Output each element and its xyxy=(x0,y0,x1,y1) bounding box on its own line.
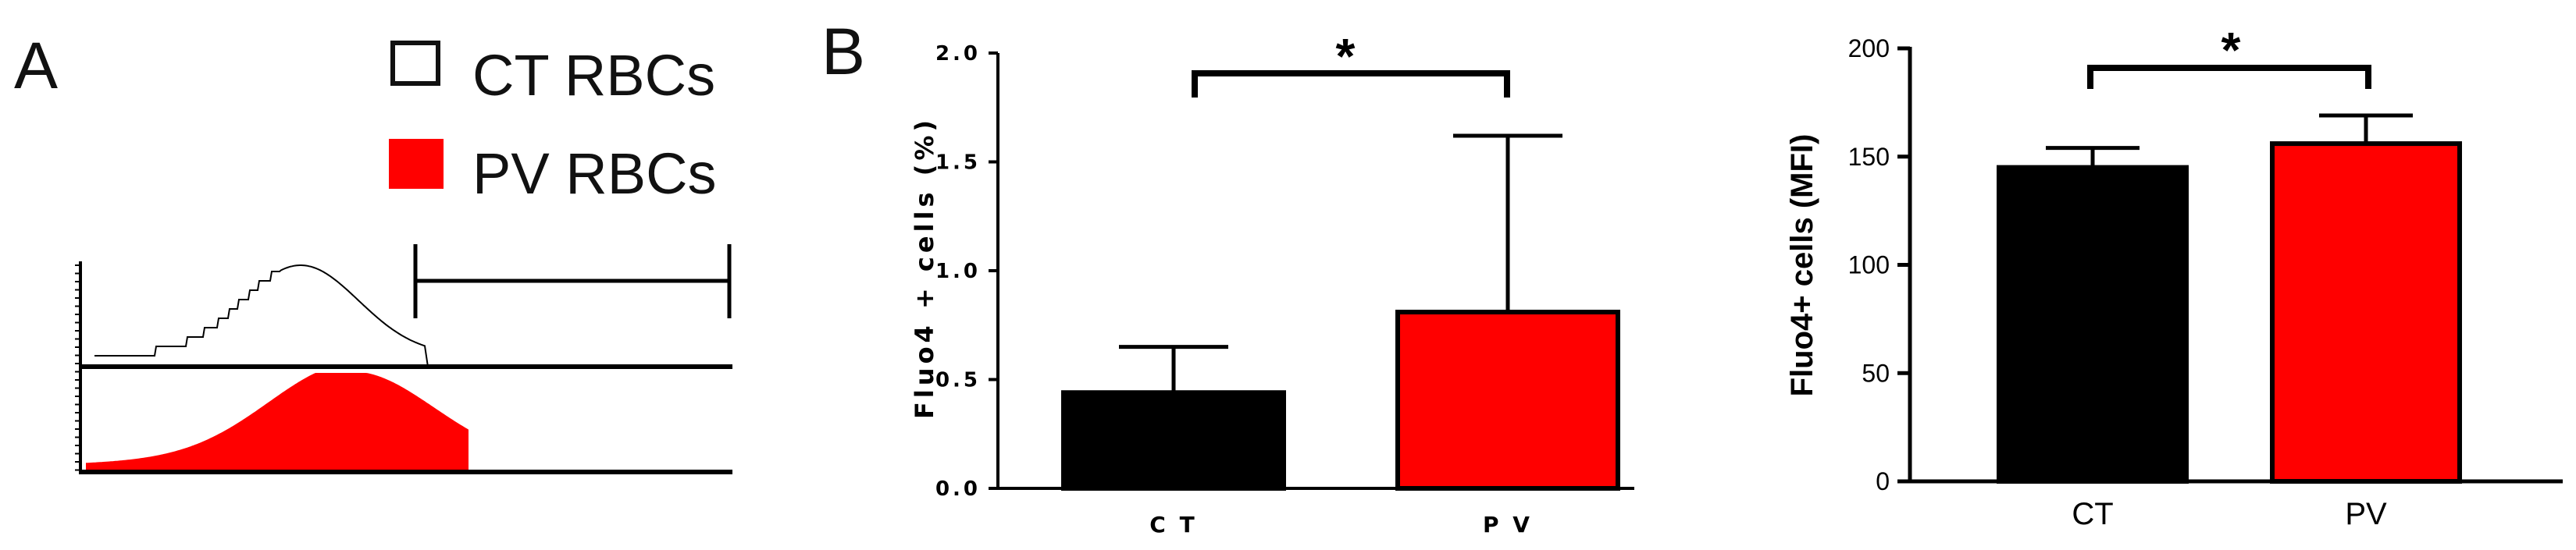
chart2-significance-bracket xyxy=(2087,65,2371,89)
legend-label-ct: CT RBCs xyxy=(472,43,716,108)
x-tick-label: P V xyxy=(1483,512,1533,538)
bar-ct xyxy=(1997,165,2189,484)
chart1-significance-marker: * xyxy=(1336,28,1356,84)
bar-pv xyxy=(1395,310,1620,491)
chart1-bars xyxy=(1061,133,1620,491)
pv-histogram-fill xyxy=(86,373,469,470)
chart1-significance-bracket xyxy=(1192,70,1510,98)
y-tick-label: 200 xyxy=(1848,34,1890,62)
bar-pv xyxy=(2270,141,2462,484)
chart2-x-tick-labels: CT PV xyxy=(2072,497,2387,531)
chart-percent: Fluo4 + cells (%) 0.0 0.5 1.0 1.5 2.0 C T P V… xyxy=(910,28,1634,538)
legend-swatch-pv xyxy=(389,139,444,189)
y-tick-label: 100 xyxy=(1848,251,1890,279)
ct-histogram-outline xyxy=(94,264,429,367)
chart2-y-ticks: 0 50 100 150 200 xyxy=(1848,34,1910,495)
y-tick-label: 1.5 xyxy=(935,151,981,175)
legend-swatch-ct xyxy=(390,41,440,86)
y-tick-label: 150 xyxy=(1848,143,1890,171)
chart1-y-axis-label: Fluo4 + cells (%) xyxy=(910,116,939,419)
chart2-y-axis-label: Fluo4+ cells (MFI) xyxy=(1785,134,1819,397)
y-tick-label: 0 xyxy=(1876,467,1890,495)
histogram-panel xyxy=(75,244,732,474)
y-tick-label: 0.5 xyxy=(935,369,981,392)
histogram-axis-ticks xyxy=(75,264,80,471)
y-tick-label: 1.0 xyxy=(935,260,981,283)
chart1-y-ticks: 0.0 0.5 1.0 1.5 2.0 xyxy=(935,42,998,501)
y-tick-label: 0.0 xyxy=(935,477,981,501)
chart-mfi: Fluo4+ cells (MFI) 0 50 100 150 200 CT PV * xyxy=(1785,22,2563,531)
panel-label-a: A xyxy=(14,29,59,102)
y-tick-label: 2.0 xyxy=(935,42,981,66)
x-tick-label: CT xyxy=(2072,497,2113,531)
legend-label-pv: PV RBCs xyxy=(472,141,717,206)
chart2-bars xyxy=(1997,113,2462,484)
x-tick-label: C T xyxy=(1149,512,1197,538)
panel-label-b: B xyxy=(821,15,866,88)
x-tick-label: PV xyxy=(2345,497,2387,531)
y-tick-label: 50 xyxy=(1862,359,1890,387)
bar-ct xyxy=(1061,390,1286,491)
chart2-significance-marker: * xyxy=(2221,22,2241,78)
